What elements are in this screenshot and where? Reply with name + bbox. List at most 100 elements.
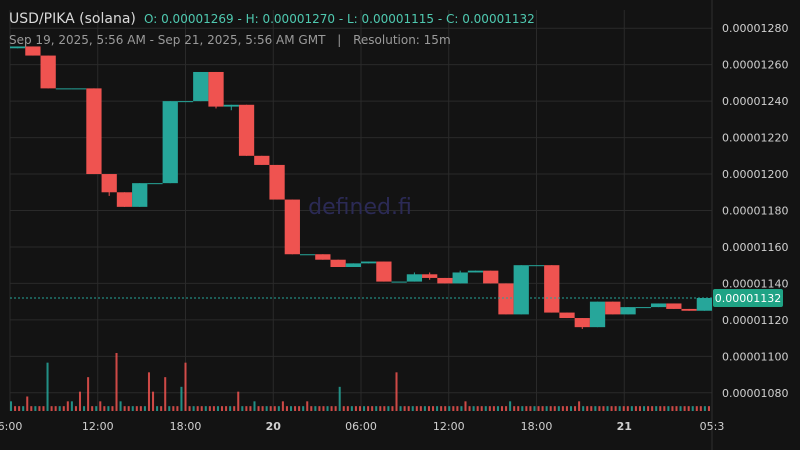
volume-bar xyxy=(111,406,114,411)
volume-bar xyxy=(249,406,252,411)
volume-bar xyxy=(655,406,658,411)
volume-bar xyxy=(537,406,540,411)
last-price-tag: 0.00001132 xyxy=(713,288,783,307)
volume-bar xyxy=(586,406,589,411)
volume-bar xyxy=(695,406,698,411)
volume-bar xyxy=(289,406,293,411)
volume-bar xyxy=(703,406,706,411)
volume-bar xyxy=(391,406,394,411)
volume-bar xyxy=(176,406,179,411)
candle-body xyxy=(299,254,316,256)
volume-bar xyxy=(139,406,142,411)
candle-body xyxy=(86,88,102,175)
volume-bar xyxy=(423,406,426,411)
volume-bar xyxy=(634,406,637,411)
separator: | xyxy=(337,33,342,47)
volume-bar xyxy=(281,401,284,411)
volume-bar xyxy=(208,406,211,411)
candle-body xyxy=(40,55,56,89)
volume-bar xyxy=(549,406,552,411)
volume-bar xyxy=(436,406,439,411)
volume-bar xyxy=(180,386,183,411)
volume-bar xyxy=(643,406,646,411)
y-tick-label: 0.00001160 xyxy=(722,241,788,254)
volume-bar xyxy=(379,406,382,411)
volume-bar xyxy=(415,406,418,411)
chart-subheader: Sep 19, 2025, 5:56 AM - Sep 21, 2025, 5:… xyxy=(9,33,451,47)
volume-bar xyxy=(99,401,102,411)
volume-bar xyxy=(671,406,674,411)
candle-body xyxy=(147,183,163,185)
volume-bar xyxy=(500,406,504,411)
volume-bar xyxy=(42,406,45,411)
volume-bar xyxy=(419,406,422,411)
volume-bar xyxy=(363,406,366,411)
volume-bar xyxy=(472,406,475,411)
volume-bar xyxy=(699,406,702,411)
volume-bar xyxy=(521,406,524,411)
volume-bar xyxy=(188,406,191,411)
candle-body xyxy=(650,303,667,308)
volume-bar xyxy=(334,406,337,411)
volume-bar xyxy=(302,406,305,411)
volume-bar xyxy=(342,406,345,411)
volume-bar xyxy=(346,406,349,411)
volume-bar xyxy=(70,401,73,411)
candle-body xyxy=(696,297,712,311)
volume-bar xyxy=(606,406,609,411)
volume-bar xyxy=(233,406,236,411)
volume-bar xyxy=(354,406,357,411)
volume-bar xyxy=(440,406,443,411)
volume-bar xyxy=(115,353,118,411)
volume-bar xyxy=(488,406,491,411)
x-tick-label: 12:00 xyxy=(433,420,465,433)
candle-body xyxy=(513,265,529,315)
symbol-title: USD/PIKA (solana) xyxy=(9,11,136,27)
candle-body xyxy=(452,272,468,284)
volume-bar xyxy=(468,406,471,411)
volume-bar xyxy=(427,406,430,411)
volume-bar xyxy=(614,406,617,411)
volume-bar xyxy=(229,406,232,411)
volume-bar xyxy=(265,406,268,411)
candle-body xyxy=(559,312,575,319)
volume-bar xyxy=(529,406,532,411)
candle-body xyxy=(223,104,239,107)
x-tick-label: 6:00 xyxy=(0,420,22,433)
x-tick-label: 05:3 xyxy=(700,420,725,433)
x-tick-label: 06:00 xyxy=(345,420,377,433)
volume-bar xyxy=(484,406,487,411)
volume-bar xyxy=(578,401,581,411)
volume-bar xyxy=(237,391,240,411)
volume-bar xyxy=(679,406,682,411)
volume-bar xyxy=(269,406,272,411)
volume-bar xyxy=(683,406,686,411)
candle-body xyxy=(284,199,300,255)
volume-bar xyxy=(241,406,244,411)
volume-bar xyxy=(22,406,25,411)
candle-body xyxy=(162,101,178,184)
volume-bar xyxy=(464,401,467,411)
volume-bar xyxy=(618,406,621,411)
candle-body xyxy=(483,270,499,284)
candle-body xyxy=(193,71,209,102)
volume-bar xyxy=(545,406,548,411)
volume-bar xyxy=(143,406,146,411)
candle-body xyxy=(437,277,453,284)
volume-bar xyxy=(432,406,435,411)
candle-body xyxy=(544,265,560,313)
y-tick-label: 0.00001260 xyxy=(722,59,788,72)
candle-body xyxy=(574,318,590,328)
volume-bar xyxy=(322,406,325,411)
candle-body xyxy=(376,261,392,282)
volume-bar xyxy=(659,406,662,411)
volume-bar xyxy=(480,406,483,411)
volume-bar xyxy=(403,406,406,411)
volume-bar xyxy=(257,406,260,411)
volume-bar xyxy=(192,406,195,411)
volume-bar xyxy=(212,406,215,411)
volume-bar xyxy=(411,406,414,411)
volume-bar xyxy=(675,406,678,411)
candle-body xyxy=(55,88,72,90)
